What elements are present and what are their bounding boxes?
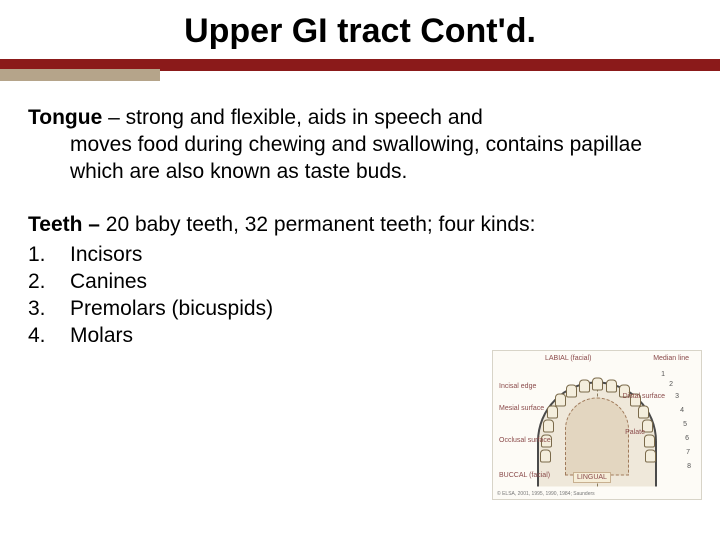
divider-bar-tan	[0, 69, 160, 81]
tooth	[606, 379, 617, 392]
tooth-number: 7	[686, 449, 690, 456]
content-area: Tongue – strong and flexible, aids in sp…	[0, 87, 720, 360]
list-text: Premolars (bicuspids)	[70, 295, 273, 322]
list-number: 2.	[28, 268, 70, 295]
list-text: Canines	[70, 268, 147, 295]
tooth	[592, 377, 603, 390]
label-median: Median line	[653, 355, 689, 362]
tooth	[540, 449, 551, 462]
tooth	[566, 384, 577, 397]
list-text: Molars	[70, 322, 133, 349]
label-incisal: Incisal edge	[499, 383, 536, 390]
tooth	[638, 405, 649, 418]
label-palate: Palate	[625, 429, 645, 436]
tooth-number: 2	[669, 381, 673, 388]
tooth-number: 3	[675, 393, 679, 400]
teeth-list: 1. Incisors 2. Canines 3. Premolars (bic…	[28, 241, 692, 350]
tooth	[547, 405, 558, 418]
tooth-number: 4	[680, 407, 684, 414]
label-occlusal: Occlusal surface	[499, 437, 551, 444]
teeth-intro-text: 20 baby teeth, 32 permanent teeth; four …	[106, 213, 536, 236]
diagram-copyright: © ELSA, 2001, 1995, 1990, 1984; Saunders	[497, 491, 595, 497]
tooth-number: 1	[661, 371, 665, 378]
tooth	[644, 434, 655, 447]
list-text: Incisors	[70, 241, 142, 268]
tongue-sep: –	[102, 106, 125, 129]
list-item: 3. Premolars (bicuspids)	[28, 295, 692, 322]
label-lingual: LINGUAL	[573, 472, 611, 483]
list-item: 2. Canines	[28, 268, 692, 295]
label-distal: Distal surface	[623, 393, 665, 400]
list-item: 1. Incisors	[28, 241, 692, 268]
tooth-number: 5	[683, 421, 687, 428]
tooth-number: 8	[687, 463, 691, 470]
palate-area	[565, 397, 629, 475]
label-labial: LABIAL (facial)	[545, 355, 591, 362]
tongue-lead: Tongue	[28, 106, 102, 129]
page-title: Upper GI tract Cont'd.	[20, 12, 700, 51]
teeth-lead: Teeth –	[28, 213, 106, 236]
list-item: 4. Molars	[28, 322, 692, 349]
header-divider	[0, 59, 720, 87]
list-number: 1.	[28, 241, 70, 268]
list-number: 4.	[28, 322, 70, 349]
tongue-first-line: strong and flexible, aids in speech and	[126, 106, 483, 129]
tongue-paragraph: Tongue – strong and flexible, aids in sp…	[28, 105, 692, 186]
tooth-number: 6	[685, 435, 689, 442]
tooth	[579, 379, 590, 392]
tongue-rest: moves food during chewing and swallowing…	[28, 132, 692, 186]
teeth-intro: Teeth – 20 baby teeth, 32 permanent teet…	[28, 212, 692, 239]
list-number: 3.	[28, 295, 70, 322]
label-buccal: BUCCAL (facial)	[499, 472, 550, 479]
tooth	[543, 419, 554, 432]
tooth	[645, 449, 656, 462]
tooth	[555, 393, 566, 406]
label-mesial: Mesial surface	[499, 405, 544, 412]
teeth-diagram: LABIAL (facial) Median line Incisal edge…	[492, 350, 702, 500]
